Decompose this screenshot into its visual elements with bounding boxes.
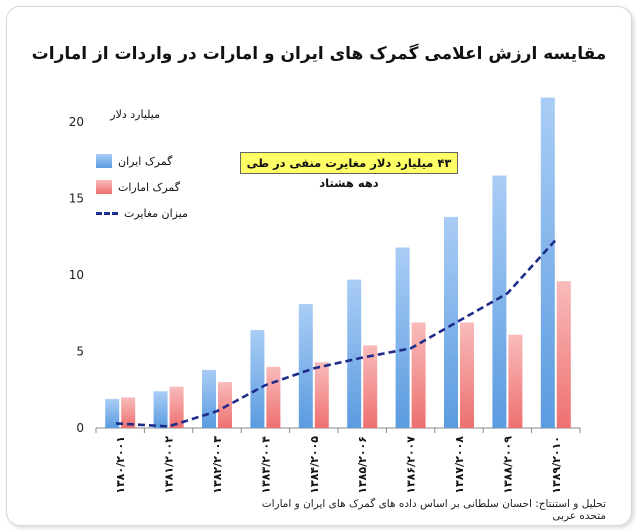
bar-uae xyxy=(266,366,281,428)
bar-iran xyxy=(250,330,265,428)
bar-iran xyxy=(540,97,555,429)
bar-uae xyxy=(314,362,329,428)
legend-item-difference: میزان مغایرت xyxy=(96,204,188,222)
bar-uae xyxy=(169,386,184,428)
y-axis-label: میلیارد دلار xyxy=(110,108,160,121)
x-tick-label: ۱۳۸۸/۲۰۰۹ xyxy=(501,436,514,494)
legend-label-iran: گمرک ایران xyxy=(118,154,173,168)
bar-iran xyxy=(347,279,362,428)
legend-item-iran: گمرک ایران xyxy=(96,152,172,170)
legend-swatch-iran xyxy=(96,154,112,168)
annotation-callout: ۴۳ میلیارد دلار مغایرت منفی در طی دهه هش… xyxy=(240,152,458,190)
x-tick-label: ۱۳۸۲/۲۰۰۳ xyxy=(211,436,224,494)
bar-uae xyxy=(508,334,523,428)
bar-uae xyxy=(460,322,474,428)
legend-swatch-uae xyxy=(96,180,112,194)
x-tick-label: ۱۳۸۱/۲۰۰۲ xyxy=(163,436,176,494)
bar-iran xyxy=(202,369,216,428)
x-tick-label: ۱۳۸۶/۲۰۰۷ xyxy=(405,436,418,494)
bar-iran xyxy=(444,216,458,428)
x-tick-label: ۱۳۸۳/۲۰۰۴ xyxy=(259,436,272,494)
legend-line-difference xyxy=(96,211,118,215)
y-tick-label: 20 xyxy=(69,115,84,129)
source-note: تحلیل و استنتاج: احسان سلطانی بر اساس دا… xyxy=(261,498,606,522)
y-tick-label: 10 xyxy=(69,268,84,282)
bar-iran xyxy=(298,304,313,428)
bar-iran xyxy=(395,247,410,428)
chart-frame xyxy=(6,6,632,526)
legend-item-uae: گمرک امارات xyxy=(96,178,180,196)
bar-uae xyxy=(121,397,136,428)
bar-uae xyxy=(556,281,571,428)
x-tick-label: ۱۳۸۵/۲۰۰۶ xyxy=(356,436,369,494)
bar-uae xyxy=(218,382,232,428)
bar-iran xyxy=(153,391,168,428)
x-tick-label: ۱۳۸۰/۲۰۰۱ xyxy=(114,436,127,494)
y-tick-label: 0 xyxy=(76,421,84,435)
bar-uae xyxy=(363,345,378,428)
y-tick-label: 15 xyxy=(69,192,84,206)
y-tick-label: 5 xyxy=(76,345,84,359)
legend-label-difference: میزان مغایرت xyxy=(124,206,188,220)
line-difference xyxy=(115,238,557,428)
bar-iran xyxy=(105,398,120,428)
x-tick-label: ۱۳۸۹/۲۰۱۰ xyxy=(550,436,563,494)
legend-label-uae: گمرک امارات xyxy=(118,180,181,194)
bar-uae xyxy=(411,322,426,428)
bar-iran xyxy=(492,175,507,428)
x-tick-label: ۱۳۸۷/۲۰۰۸ xyxy=(453,436,466,494)
x-tick-label: ۱۳۸۴/۲۰۰۵ xyxy=(308,436,321,494)
chart-title: مقایسه ارزش اعلامی گمرک های ایران و امار… xyxy=(31,44,607,64)
